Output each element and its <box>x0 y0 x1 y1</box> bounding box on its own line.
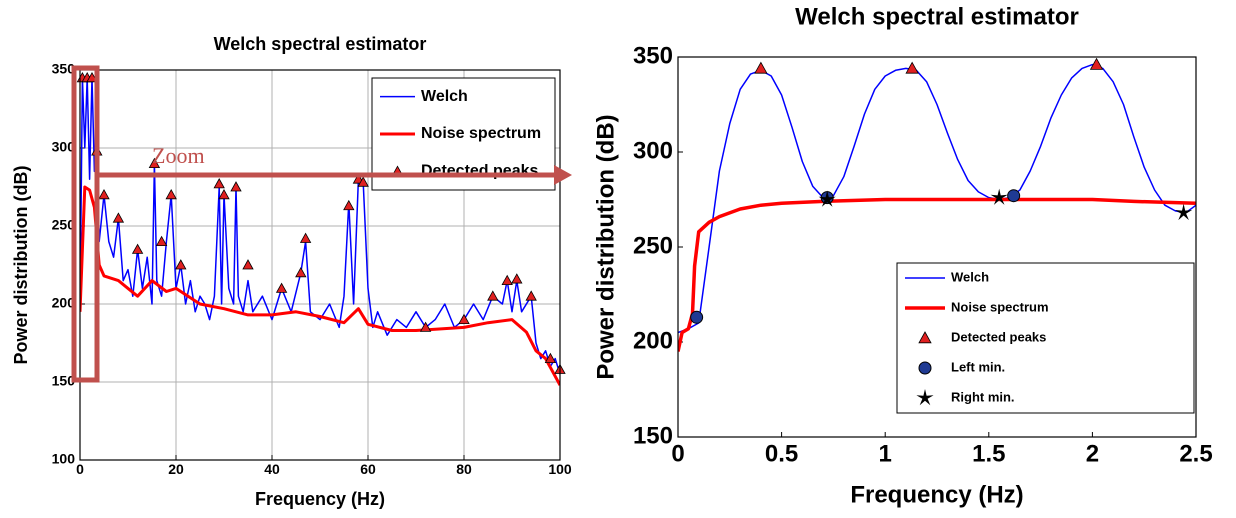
peak-marker <box>458 313 470 325</box>
subplot: 0 20 40 60 80 100 100 150 200 250 300 350 Welch spec… <box>11 34 572 509</box>
x-tick-label: 2 <box>1086 440 1099 467</box>
peak-marker <box>487 290 499 301</box>
legend-label: Right min. <box>951 389 1015 404</box>
peak-marker <box>544 352 557 364</box>
y-axis-label: Power distribution (dB) <box>592 114 619 379</box>
chart-title: Welch spectral estimator <box>795 3 1079 30</box>
right-min-marker <box>990 188 1008 205</box>
y-tick-label: 100 <box>52 451 76 467</box>
peak-marker <box>218 188 230 200</box>
peak-marker <box>112 212 125 223</box>
left-min-marker <box>1007 189 1021 203</box>
peak-marker <box>98 188 110 200</box>
x-tick-label: 1.5 <box>972 440 1005 467</box>
zoom-label: Zoom <box>152 143 205 168</box>
chart-title: Welch spectral estimator <box>214 34 427 54</box>
series-line <box>80 77 560 375</box>
axes-frame <box>677 56 1197 438</box>
x-axis-label: Frequency (Hz) <box>255 489 385 509</box>
x-tick-label: 0.5 <box>765 440 798 467</box>
left-min-marker <box>690 310 704 324</box>
x-tick-label: 60 <box>360 461 376 477</box>
legend-label: Noise spectrum <box>421 125 541 142</box>
y-tick-label: 350 <box>52 61 76 77</box>
x-axis-label: Frequency (Hz) <box>850 481 1023 508</box>
peak-marker <box>148 157 161 169</box>
subplot: 0 0.5 1 1.5 2 2.5 150 200 250 300 350 Welch spectra… <box>592 3 1212 508</box>
peak-marker <box>275 282 288 293</box>
peak-marker <box>501 274 513 286</box>
peak-marker <box>299 232 312 243</box>
peak-marker <box>343 199 355 211</box>
plot-marks <box>80 77 560 386</box>
x-tick-label: 100 <box>548 461 572 477</box>
right-min-marker <box>916 389 934 406</box>
x-tick-label: 0 <box>671 440 684 467</box>
right-min-marker <box>818 190 836 207</box>
legend: Welch Noise spectrum Detected peaks Left mi… <box>896 262 1195 414</box>
x-tick-label: 40 <box>264 461 280 477</box>
left-min-marker <box>918 361 932 375</box>
y-tick-label: 250 <box>52 217 76 233</box>
peak-marker <box>165 188 177 200</box>
peak-marker <box>131 243 144 254</box>
peak-marker <box>511 273 523 284</box>
y-tick-label: 150 <box>52 373 76 389</box>
peak-marker <box>242 259 254 270</box>
axes-frame <box>79 69 561 461</box>
zoom-arrowhead <box>554 165 572 185</box>
x-tick-label: 1 <box>879 440 892 467</box>
peak-marker <box>918 331 932 344</box>
y-tick-label: 350 <box>633 42 673 69</box>
y-axis-label: Power distribution (dB) <box>11 166 31 365</box>
peak-marker <box>175 259 187 270</box>
legend-label: Noise spectrum <box>951 299 1049 314</box>
y-tick-label: 250 <box>633 232 673 259</box>
peak-marker <box>905 61 919 74</box>
peak-marker <box>419 321 432 332</box>
peak-marker <box>754 61 768 74</box>
peak-marker <box>1089 57 1104 70</box>
peak-marker <box>525 290 537 301</box>
y-tick-label: 150 <box>633 422 673 449</box>
x-tick-label: 2.5 <box>1179 440 1212 467</box>
y-tick-label: 200 <box>633 327 673 354</box>
legend-label: Detected peaks <box>951 329 1046 344</box>
peak-marker <box>155 235 168 247</box>
y-tick-label: 200 <box>52 295 76 311</box>
legend-label: Left min. <box>951 359 1005 374</box>
legend-label: Welch <box>421 88 468 105</box>
y-tick-label: 300 <box>633 137 673 164</box>
peak-marker <box>295 266 307 278</box>
right-min-marker <box>1175 203 1193 221</box>
y-tick-label: 300 <box>52 139 76 155</box>
x-tick-label: 0 <box>76 461 84 477</box>
peak-marker <box>230 181 242 192</box>
legend-box <box>896 262 1195 414</box>
x-tick-label: 20 <box>168 461 184 477</box>
peak-marker <box>213 178 225 189</box>
legend-label: Welch <box>951 269 989 284</box>
x-tick-label: 80 <box>456 461 472 477</box>
zoom-box <box>71 65 100 383</box>
peak-marker <box>357 176 369 187</box>
series-line <box>80 185 560 386</box>
